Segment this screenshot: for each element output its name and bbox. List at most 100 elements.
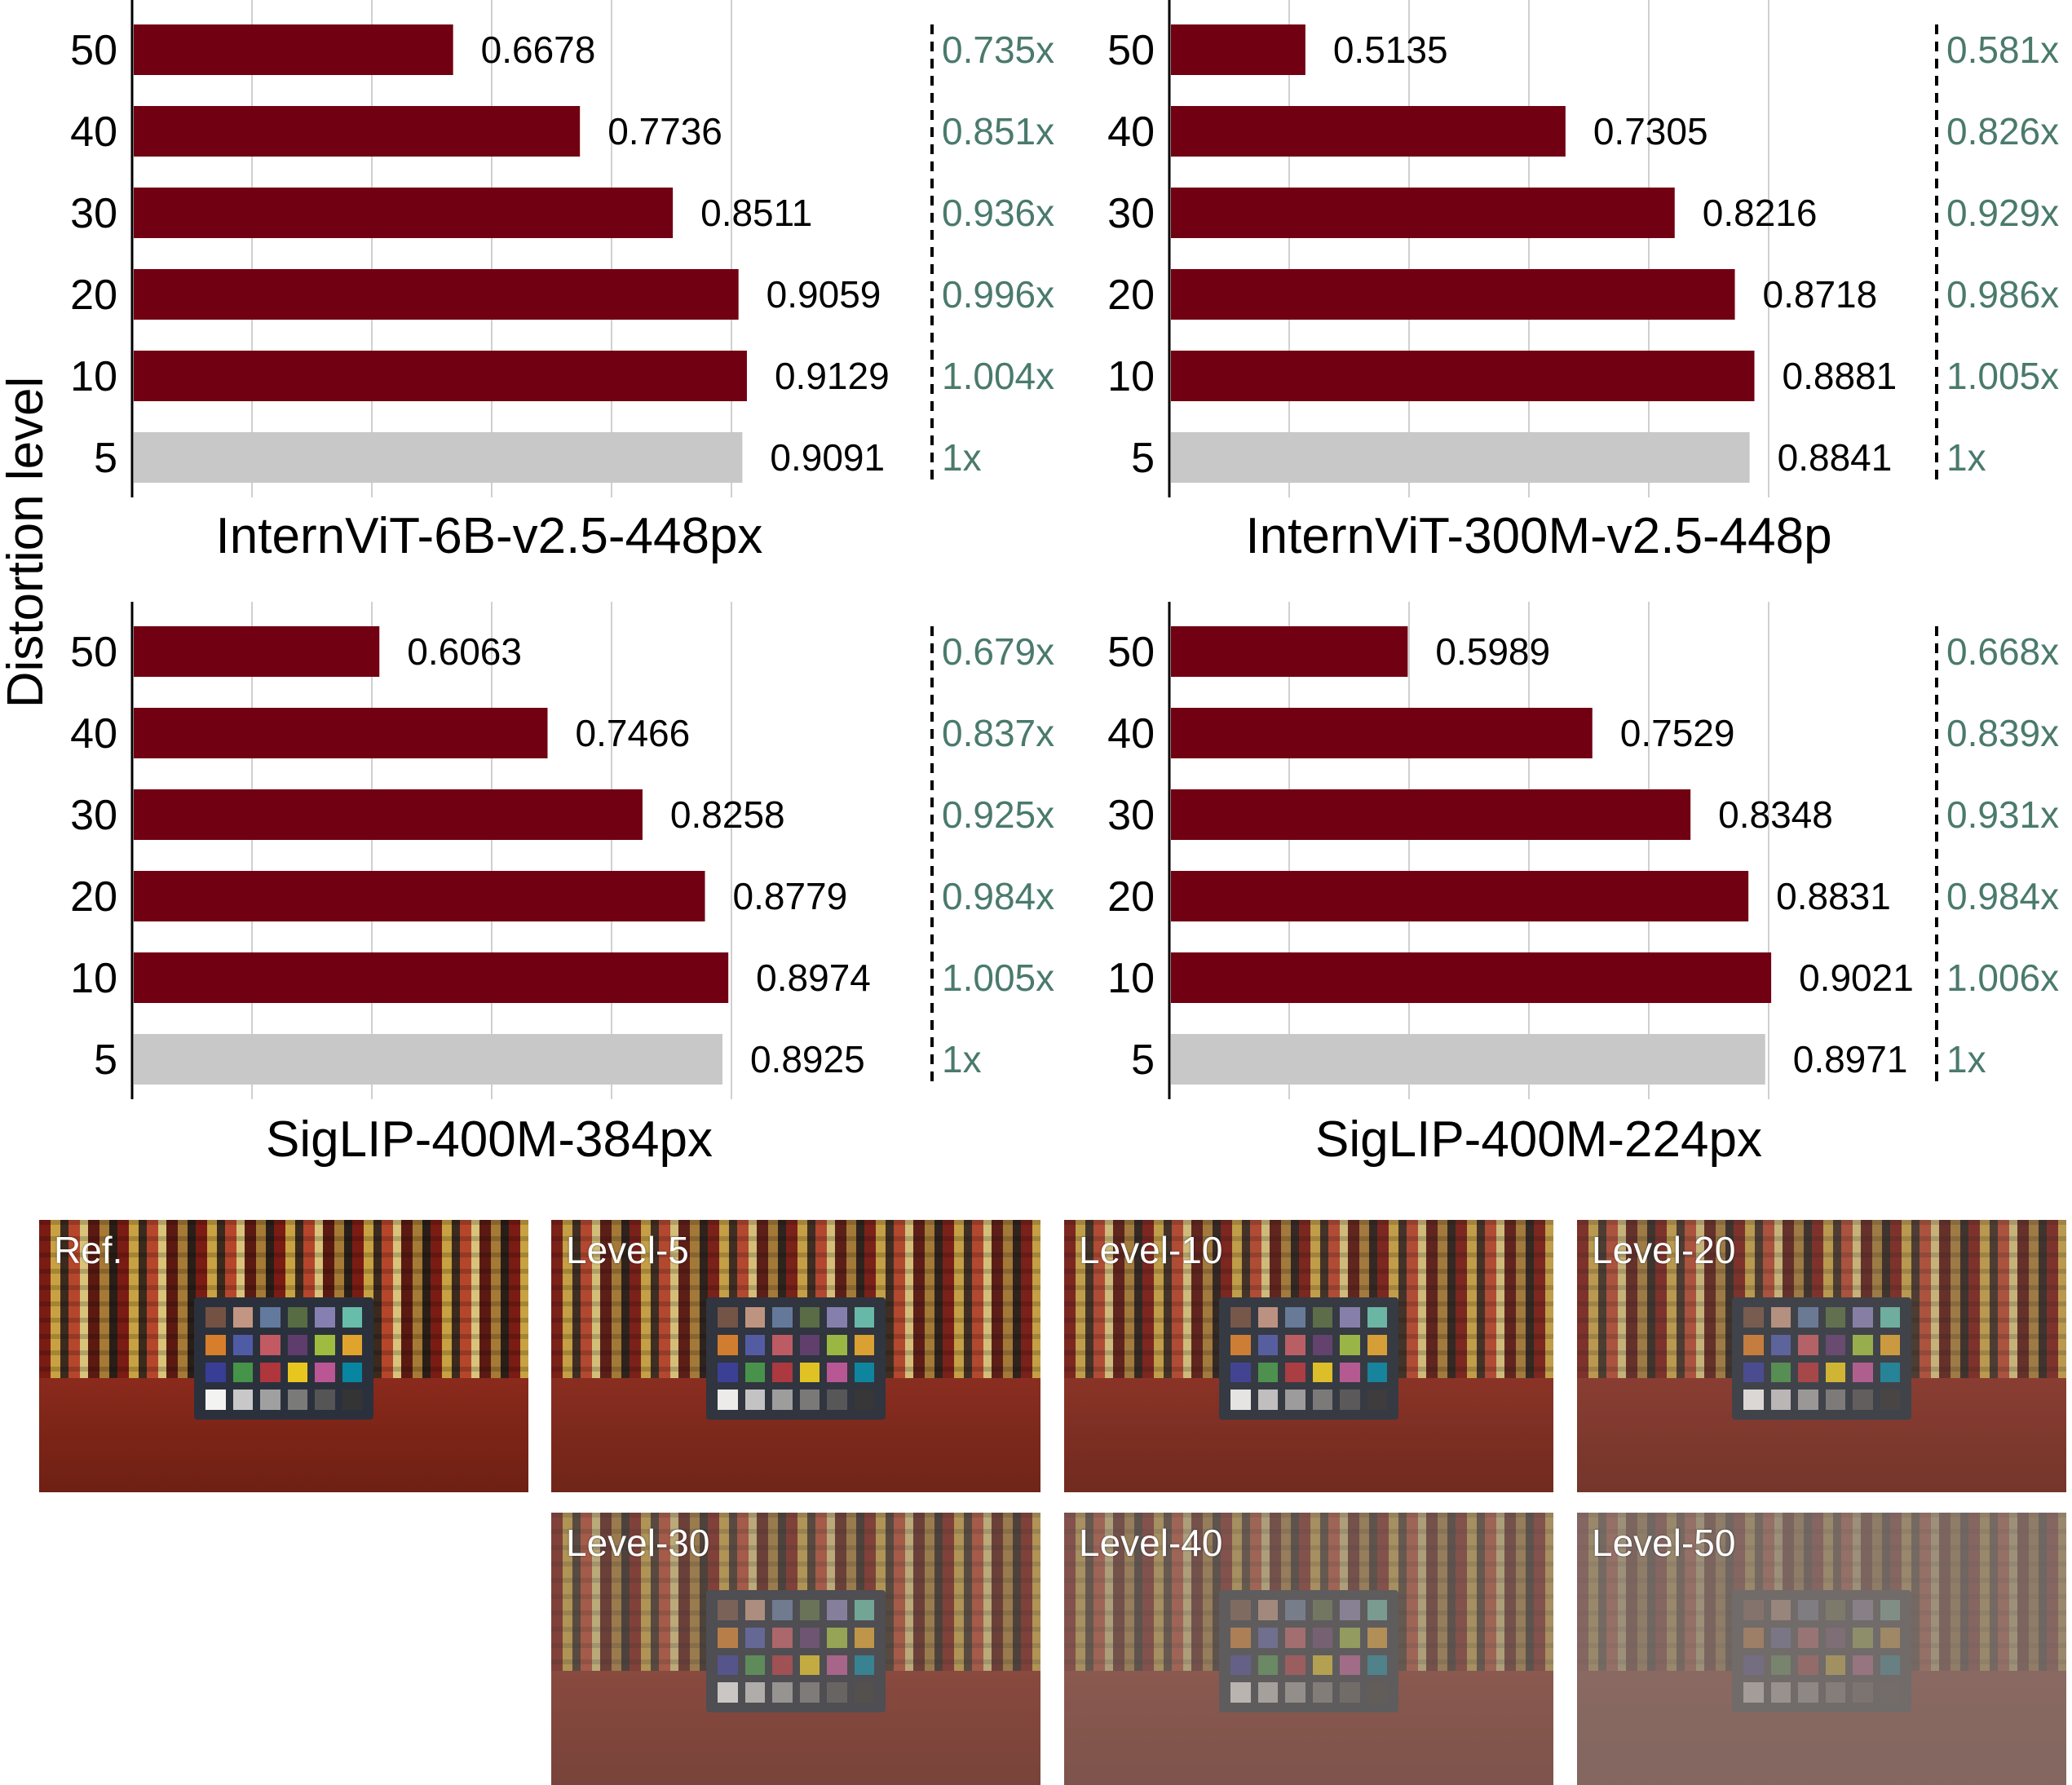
- ratio-label: 0.826x: [1946, 110, 2059, 152]
- bar-value-label: 0.9059: [767, 273, 881, 316]
- ratio-label: 0.984x: [1946, 875, 2059, 917]
- bar-level-50: [1171, 626, 1408, 677]
- y-tick-label: 30: [70, 792, 117, 839]
- y-tick-label: 10: [1107, 353, 1155, 400]
- ratio-label: 0.929x: [1946, 192, 2059, 234]
- bar-value-label: 0.9021: [1799, 957, 1914, 999]
- ratio-label: 0.996x: [942, 273, 1054, 316]
- chart-panel-1: 50 0.6678 0.735x 40 0.7736 0.851x 30 0.8511 0.93…: [70, 0, 1054, 564]
- ratio-label: 0.851x: [942, 110, 1054, 152]
- bar-level-20: [1171, 871, 1749, 921]
- y-tick-label: 50: [1107, 27, 1155, 74]
- bar-value-label: 0.8841: [1778, 436, 1893, 479]
- sample-label: Level-10: [1079, 1229, 1223, 1271]
- y-tick-label: 40: [70, 108, 117, 156]
- y-tick-label: 50: [70, 629, 117, 676]
- color-checker: [194, 1297, 373, 1420]
- bar-level-30: [134, 188, 674, 238]
- y-tick-label: 30: [1107, 792, 1155, 839]
- y-tick-label: 20: [1107, 873, 1155, 921]
- y-tick-label: 20: [70, 272, 117, 319]
- ratio-label: 1x: [942, 1038, 982, 1080]
- sample-image-level-5: Level-5: [551, 1220, 1040, 1492]
- ratio-label: 0.581x: [1946, 29, 2059, 71]
- y-axis-label: Distortion level: [0, 377, 54, 709]
- color-checker: [1219, 1297, 1398, 1420]
- bar-value-label: 0.8718: [1763, 273, 1878, 316]
- bar-level-5: [134, 432, 743, 483]
- y-tick-label: 20: [1107, 272, 1155, 319]
- sample-image-level-50: Level-50: [1577, 1513, 2066, 1785]
- bar-level-5: [1171, 432, 1750, 483]
- color-checker: [1732, 1297, 1911, 1420]
- bar-value-label: 0.8974: [756, 957, 871, 999]
- bar-value-label: 0.8348: [1718, 793, 1833, 836]
- bar-level-30: [1171, 188, 1675, 238]
- ratio-label: 0.931x: [1946, 793, 2059, 836]
- bar-value-label: 0.8258: [670, 793, 785, 836]
- ratio-label: 0.984x: [942, 875, 1054, 917]
- bar-level-50: [1171, 24, 1305, 75]
- bar-level-20: [1171, 269, 1735, 320]
- bar-value-label: 0.9129: [775, 355, 890, 397]
- chart-panel-2: 50 0.5135 0.581x 40 0.7305 0.826x 30 0.8216 0.92…: [1107, 0, 2059, 564]
- ratio-label: 0.668x: [1946, 630, 2059, 673]
- bar-value-label: 0.5989: [1435, 630, 1550, 673]
- y-tick-label: 10: [70, 353, 117, 400]
- bar-level-10: [1171, 351, 1755, 401]
- chart-title: InternViT-300M-v2.5-448p: [1245, 508, 1831, 564]
- bar-value-label: 0.8216: [1703, 192, 1818, 234]
- y-tick-label: 10: [1107, 955, 1155, 1002]
- bar-level-5: [134, 1034, 722, 1085]
- chart-panel-3: 50 0.6063 0.679x 40 0.7466 0.837x 30 0.8258 0.92…: [70, 602, 1054, 1168]
- y-tick-label: 5: [1131, 1036, 1155, 1084]
- sample-label: Level-40: [1079, 1522, 1223, 1564]
- bar-level-10: [134, 952, 729, 1003]
- bar-level-20: [134, 269, 739, 320]
- y-tick-label: 5: [1131, 435, 1155, 482]
- sample-label: Level-50: [1592, 1522, 1736, 1564]
- ratio-label: 1.005x: [1946, 355, 2059, 397]
- bar-level-20: [134, 871, 705, 921]
- sample-image-level-40: Level-40: [1064, 1513, 1553, 1785]
- bar-value-label: 0.7305: [1593, 110, 1708, 152]
- chart-title: InternViT-6B-v2.5-448px: [216, 508, 763, 564]
- y-tick-label: 5: [94, 1036, 117, 1084]
- bar-level-40: [134, 708, 548, 758]
- sample-label: Level-20: [1592, 1229, 1736, 1271]
- color-checker: [706, 1590, 886, 1712]
- ratio-label: 0.925x: [942, 793, 1054, 836]
- ratio-label: 1x: [1946, 436, 1986, 479]
- bar-level-50: [134, 626, 380, 677]
- bar-value-label: 0.8511: [700, 192, 812, 234]
- chart-panel-4: 50 0.5989 0.668x 40 0.7529 0.839x 30 0.8348 0.93…: [1107, 602, 2059, 1168]
- sample-label: Ref.: [54, 1229, 123, 1271]
- ratio-label: 1.005x: [942, 957, 1054, 999]
- y-tick-label: 20: [70, 873, 117, 921]
- bar-value-label: 0.7736: [607, 110, 722, 152]
- y-tick-label: 40: [1107, 108, 1155, 156]
- bar-level-30: [134, 789, 643, 840]
- bar-level-5: [1171, 1034, 1765, 1085]
- sample-image-ref: Ref.: [39, 1220, 528, 1492]
- bar-value-label: 0.6678: [481, 29, 596, 71]
- bar-level-40: [1171, 708, 1593, 758]
- y-tick-label: 30: [1107, 190, 1155, 237]
- bar-value-label: 0.8881: [1783, 355, 1897, 397]
- ratio-label: 1x: [942, 436, 982, 479]
- color-checker: [706, 1297, 886, 1420]
- bar-value-label: 0.9091: [770, 436, 885, 479]
- y-tick-label: 50: [70, 27, 117, 74]
- bar-level-10: [1171, 952, 1772, 1003]
- y-tick-label: 50: [1107, 629, 1155, 676]
- y-tick-label: 40: [70, 710, 117, 758]
- bar-value-label: 0.5135: [1333, 29, 1448, 71]
- bar-level-40: [134, 106, 581, 157]
- sample-image-level-10: Level-10: [1064, 1220, 1553, 1492]
- ratio-label: 0.735x: [942, 29, 1054, 71]
- bar-value-label: 0.7529: [1620, 712, 1735, 754]
- y-tick-label: 30: [70, 190, 117, 237]
- bar-value-label: 0.7466: [576, 712, 691, 754]
- sample-image-level-20: Level-20: [1577, 1220, 2066, 1492]
